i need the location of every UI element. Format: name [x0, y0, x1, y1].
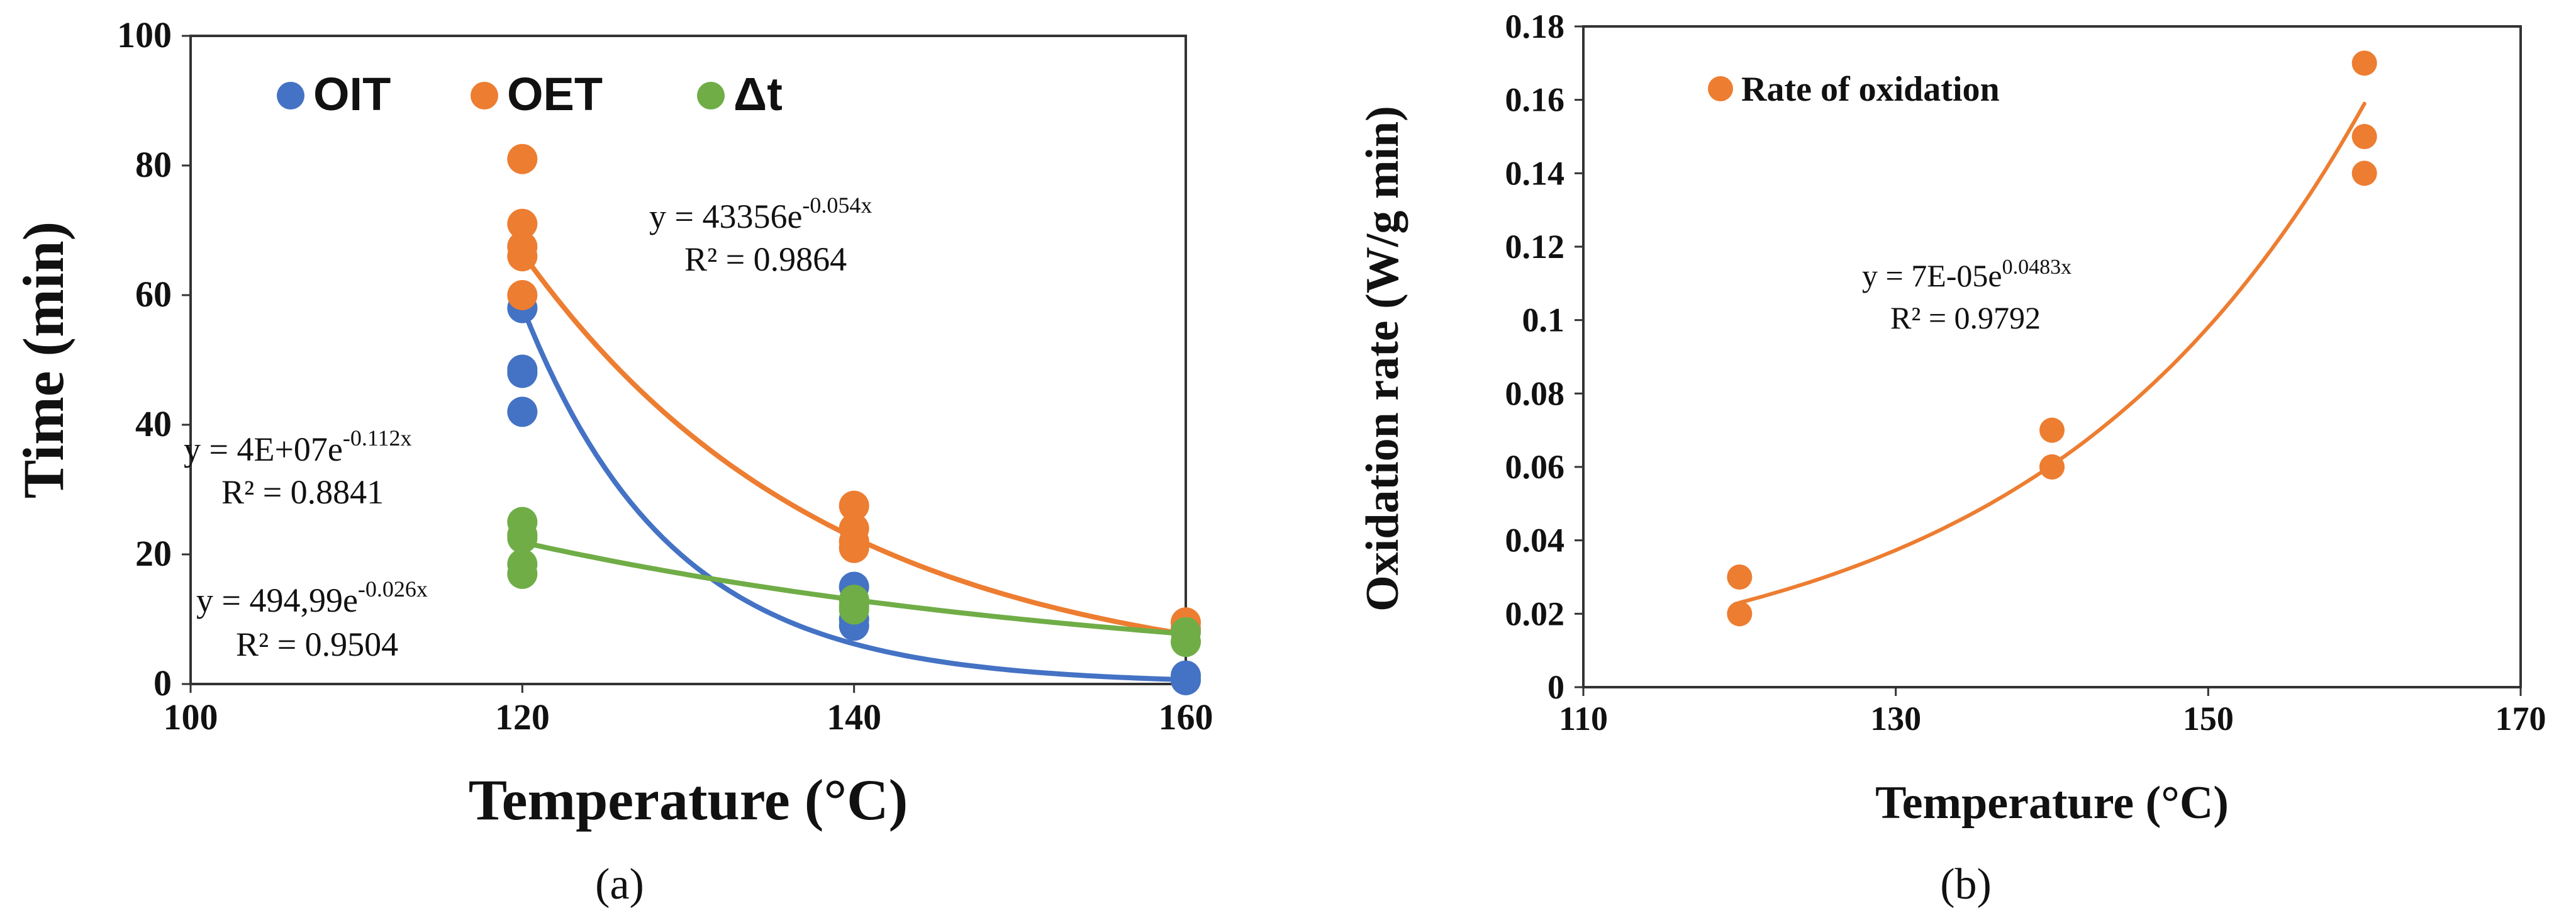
- chart-a-xlabel: Temperature (°C): [469, 768, 908, 832]
- data-point-rate-of-oxidation: [2351, 124, 2377, 149]
- y-tick-label: 0.12: [1505, 228, 1565, 266]
- eq-rate: y = 7E-05e0.0483x: [1862, 255, 2071, 293]
- chart-b-ylabel: Oxidation rate (W/g min): [1357, 106, 1408, 612]
- data-point-oit: [507, 357, 538, 388]
- data-point-rate-of-oxidation: [2351, 50, 2377, 76]
- data-point-rate-of-oxidation: [2039, 417, 2065, 443]
- legend-oet-label: OET: [507, 68, 603, 120]
- y-tick-label: 20: [135, 533, 172, 574]
- eq-dt-r2: R² = 0.9504: [236, 625, 398, 663]
- y-tick-label: 0: [1547, 668, 1564, 706]
- y-tick-label: 100: [117, 14, 172, 55]
- data-point-rate-of-oxidation: [1727, 564, 1753, 590]
- data-point-oet: [507, 143, 538, 174]
- chart-a-caption: (a): [595, 860, 644, 909]
- eq-oet-r2: R² = 0.9864: [684, 240, 847, 278]
- chart-a: 100 120 140 160 0 20 40 60 80 100 OIT OET Δt y = …: [11, 14, 1213, 909]
- eq-oit: y = 4E+07e-0.112x: [184, 425, 412, 468]
- y-tick-label: 0: [153, 663, 172, 704]
- eq-oet-exp: -0.054x: [802, 193, 872, 218]
- legend-rate-label: Rate of oxidation: [1741, 70, 2000, 109]
- data-point-oet: [839, 532, 869, 563]
- legend-dt-label: Δt: [733, 68, 783, 120]
- x-tick-label: 140: [827, 697, 881, 738]
- y-tick-label: 0.1: [1522, 301, 1565, 339]
- eq-rate-main: y = 7E-05e: [1862, 258, 2002, 293]
- data-point-oet: [507, 208, 538, 239]
- eq-oit-main: y = 4E+07e: [184, 430, 343, 468]
- x-tick-label: 130: [1870, 700, 1921, 738]
- legend-oit-marker: [277, 82, 304, 109]
- legend-rate-marker: [1708, 76, 1733, 101]
- y-tick-label: 80: [135, 144, 172, 185]
- eq-oit-r2: R² = 0.8841: [221, 473, 384, 511]
- x-tick-label: 100: [164, 697, 218, 738]
- y-tick-label: 0.02: [1505, 595, 1565, 632]
- x-tick-label: 150: [2183, 700, 2234, 738]
- data-point-rate-of-oxidation: [2351, 160, 2377, 186]
- y-tick-label: 0.08: [1505, 374, 1565, 412]
- data-point-oit: [1171, 665, 1201, 695]
- legend-dt-marker: [697, 82, 725, 109]
- eq-dt-exp: -0.026x: [358, 576, 428, 602]
- chart-b: 110 130 150 170 0 0.02 0.04 0.06 0.08 0.1 0.12 0.14…: [1357, 8, 2546, 909]
- chart-b-caption: (b): [1940, 860, 1992, 909]
- eq-oet-main: y = 43356e: [649, 198, 802, 235]
- data-point--t: [839, 594, 869, 625]
- eq-oet: y = 43356e-0.054x: [649, 193, 872, 235]
- y-tick-label: 0.04: [1505, 522, 1565, 559]
- legend-oet-marker: [471, 82, 498, 109]
- eq-dt-main: y = 494,99e: [196, 581, 358, 619]
- data-point-oet: [839, 490, 869, 521]
- data-point--t: [507, 558, 538, 589]
- data-point-oit: [507, 396, 538, 427]
- y-tick-label: 0.14: [1505, 154, 1565, 192]
- y-tick-label: 0.16: [1505, 81, 1565, 119]
- eq-dt: y = 494,99e-0.026x: [196, 576, 428, 619]
- trendline-oit: [520, 304, 1188, 683]
- data-point-rate-of-oxidation: [2039, 454, 2065, 480]
- data-point--t: [507, 523, 538, 554]
- y-tick-label: 40: [135, 403, 172, 444]
- y-tick-label: 0.18: [1505, 8, 1565, 45]
- chart-a-ylabel: Time (min): [11, 222, 75, 498]
- data-point-oet: [507, 241, 538, 272]
- legend-oit-label: OIT: [313, 68, 391, 120]
- eq-rate-r2: R² = 0.9792: [1890, 300, 2041, 335]
- eq-oit-exp: -0.112x: [343, 425, 412, 451]
- y-tick-label: 60: [135, 274, 172, 315]
- x-tick-label: 170: [2495, 700, 2546, 738]
- y-tick-label: 0.06: [1505, 448, 1565, 486]
- data-point-rate-of-oxidation: [1727, 601, 1753, 627]
- data-point--t: [1171, 627, 1201, 658]
- x-tick-label: 120: [495, 697, 550, 738]
- chart-b-xlabel: Temperature (°C): [1875, 777, 2229, 829]
- chart-b-plot-area: [1582, 25, 2522, 688]
- x-tick-label: 110: [1559, 700, 1608, 738]
- x-tick-label: 160: [1159, 697, 1213, 738]
- data-point-oet: [507, 280, 538, 310]
- eq-rate-exp: 0.0483x: [2002, 255, 2072, 279]
